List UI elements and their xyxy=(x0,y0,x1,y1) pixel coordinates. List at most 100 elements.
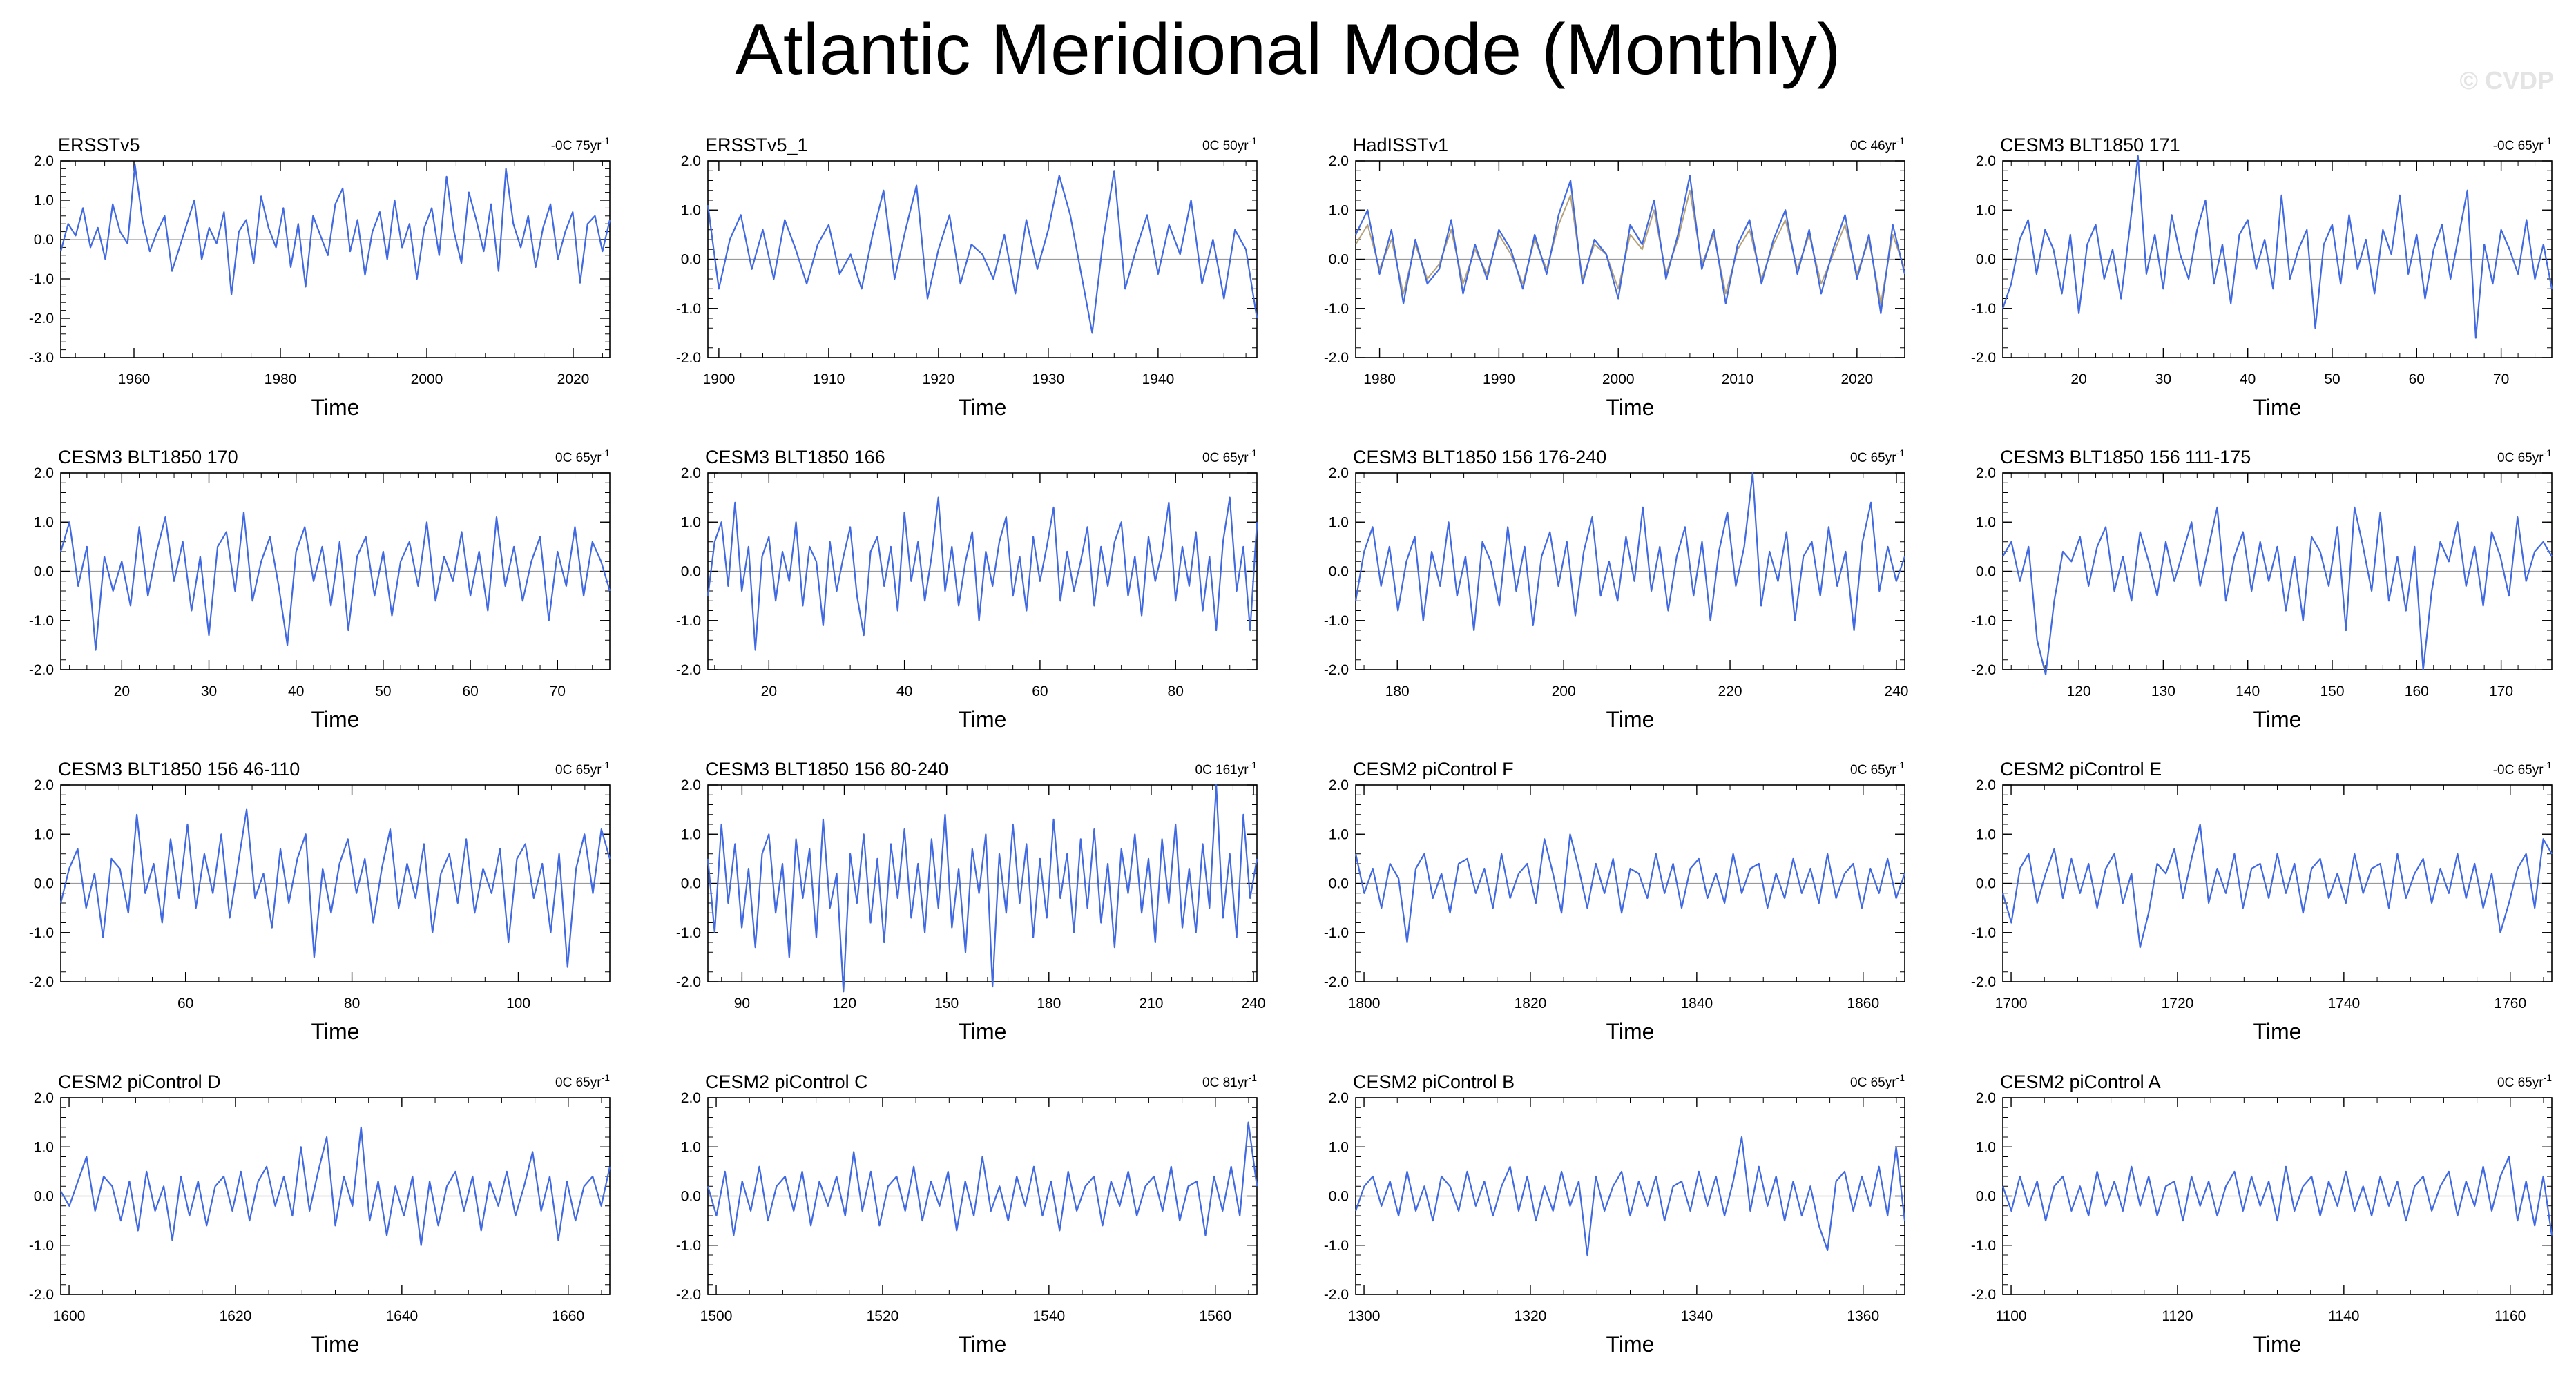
x-tick-label: 1320 xyxy=(1515,1308,1547,1324)
y-tick-label: 2.0 xyxy=(681,777,701,793)
panel-title: CESM3 BLT1850 156 176-240 xyxy=(1353,447,1606,467)
y-tick-label: 2.0 xyxy=(34,777,54,793)
x-axis-title: Time xyxy=(2253,1019,2302,1044)
x-tick-label: 1300 xyxy=(1348,1308,1381,1324)
panel-note-exponent: -1 xyxy=(1896,1072,1905,1083)
panel-note-text: -0C 75yr xyxy=(551,139,602,153)
x-tick-label: 140 xyxy=(2236,683,2260,699)
series-line xyxy=(1354,833,1906,944)
y-tick-label: 2.0 xyxy=(1329,777,1349,793)
x-tick-label: 2000 xyxy=(411,371,443,387)
y-tick-label: -1.0 xyxy=(1971,1238,1996,1254)
x-tick-label: 1920 xyxy=(923,371,955,387)
y-tick-label: 2.0 xyxy=(34,1090,54,1106)
y-tick-label: 2.0 xyxy=(681,465,701,481)
y-tick-label: 1.0 xyxy=(1976,202,1996,218)
panel-title: HadISSTv1 xyxy=(1353,135,1448,155)
panel-note-text: 0C 65yr xyxy=(1202,451,1249,465)
y-tick-label: 0.0 xyxy=(34,1189,54,1205)
x-axis-title: Time xyxy=(959,395,1007,420)
x-axis-title: Time xyxy=(959,707,1007,732)
y-tick-label: 2.0 xyxy=(34,465,54,481)
y-tick-label: 0.0 xyxy=(34,232,54,248)
x-tick-label: 170 xyxy=(2489,683,2513,699)
series-line xyxy=(1355,175,1906,314)
panel-note-text: -0C 65yr xyxy=(2493,763,2544,777)
x-tick-label: 240 xyxy=(1884,683,1908,699)
y-tick-label: 0.0 xyxy=(681,1189,701,1205)
x-tick-label: 40 xyxy=(2240,371,2256,387)
x-tick-label: 2020 xyxy=(557,371,590,387)
panel-note-exponent: -1 xyxy=(1249,759,1258,770)
plot-frame xyxy=(60,160,611,358)
y-tick-label: -2.0 xyxy=(1971,974,1996,990)
y-tick-label: -1.0 xyxy=(676,1238,701,1254)
y-tick-label: -1.0 xyxy=(1324,1238,1349,1254)
y-tick-label: 2.0 xyxy=(1976,1090,1996,1106)
y-tick-label: -2.0 xyxy=(676,662,701,678)
y-tick-label: -1.0 xyxy=(29,1238,54,1254)
panel-title: CESM2 piControl D xyxy=(58,1071,221,1092)
y-tick-label: -1.0 xyxy=(1971,613,1996,629)
y-tick-label: -2.0 xyxy=(1971,1287,1996,1303)
x-tick-label: 1160 xyxy=(2495,1308,2526,1324)
panel-note: 0C 65yr-1 xyxy=(2497,1072,2552,1090)
panel-note-exponent: -1 xyxy=(1896,759,1905,770)
x-axis-title: Time xyxy=(2253,707,2302,732)
panel-note-text: 0C 46yr xyxy=(1850,139,1896,153)
x-tick-label: 130 xyxy=(2151,683,2175,699)
x-axis-title: Time xyxy=(1606,395,1655,420)
x-tick-label: 70 xyxy=(550,683,566,699)
series-line xyxy=(707,496,1258,651)
y-tick-label: 2.0 xyxy=(1329,153,1349,169)
panel-note-text: 0C 65yr xyxy=(2497,1076,2544,1090)
y-tick-label: 1.0 xyxy=(681,514,701,530)
x-tick-label: 1140 xyxy=(2328,1308,2359,1324)
y-tick-label: 1.0 xyxy=(1329,202,1349,218)
panel-title: CESM2 piControl E xyxy=(2000,759,2162,779)
x-tick-label: 90 xyxy=(734,996,750,1011)
y-tick-label: -2.0 xyxy=(676,350,701,366)
y-tick-label: -2.0 xyxy=(29,974,54,990)
panel-note: 0C 65yr-1 xyxy=(1850,759,1905,777)
panel-note-text: 0C 161yr xyxy=(1195,763,1249,777)
x-tick-label: 2000 xyxy=(1602,371,1635,387)
panel-title: CESM3 BLT1850 166 xyxy=(705,447,885,467)
x-tick-label: 1520 xyxy=(867,1308,899,1324)
y-tick-label: -2.0 xyxy=(1324,662,1349,678)
series-line xyxy=(2002,506,2553,676)
x-tick-label: 180 xyxy=(1385,683,1410,699)
y-tick-label: 2.0 xyxy=(681,153,701,169)
x-tick-label: 2020 xyxy=(1841,371,1874,387)
x-tick-label: 1100 xyxy=(1995,1308,2026,1324)
panel-note-exponent: -1 xyxy=(602,447,611,458)
x-tick-label: 1980 xyxy=(1363,371,1396,387)
x-tick-label: 1620 xyxy=(220,1308,252,1324)
panel-note-exponent: -1 xyxy=(2544,447,2553,458)
y-tick-label: -1.0 xyxy=(676,925,701,941)
x-tick-label: 60 xyxy=(1032,683,1048,699)
y-tick-label: 1.0 xyxy=(34,826,54,842)
series-line xyxy=(60,1126,611,1246)
x-axis-title: Time xyxy=(311,707,360,732)
x-tick-label: 1560 xyxy=(1199,1308,1231,1324)
panel-note-exponent: -1 xyxy=(1896,447,1905,458)
x-tick-label: 1640 xyxy=(386,1308,419,1324)
x-tick-label: 60 xyxy=(462,683,478,699)
x-tick-label: 20 xyxy=(2070,371,2086,387)
y-tick-label: 0.0 xyxy=(34,876,54,892)
x-tick-label: 80 xyxy=(344,996,360,1011)
x-tick-label: 60 xyxy=(2409,371,2425,387)
panel-note: -0C 65yr-1 xyxy=(2493,759,2553,777)
x-tick-label: 1500 xyxy=(700,1308,733,1324)
x-tick-label: 150 xyxy=(2320,683,2344,699)
y-tick-label: 1.0 xyxy=(681,826,701,842)
y-tick-label: -2.0 xyxy=(676,1287,701,1303)
y-tick-label: 1.0 xyxy=(1329,1139,1349,1155)
y-tick-label: 1.0 xyxy=(34,1139,54,1155)
x-tick-label: 120 xyxy=(2067,683,2091,699)
x-axis-title: Time xyxy=(959,1332,1007,1357)
x-tick-label: 30 xyxy=(2155,371,2171,387)
y-tick-label: -1.0 xyxy=(29,613,54,629)
x-tick-label: 1540 xyxy=(1033,1308,1066,1324)
